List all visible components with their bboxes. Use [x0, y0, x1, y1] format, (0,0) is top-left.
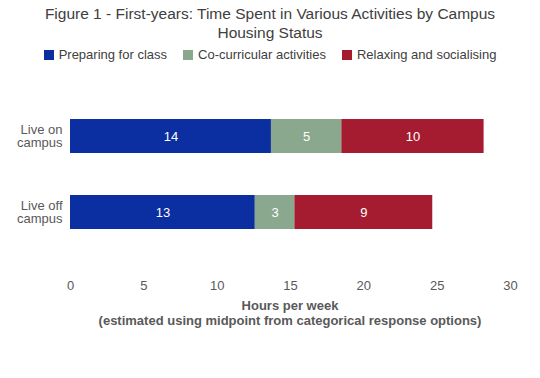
svg-text:25: 25: [430, 278, 444, 293]
svg-text:5: 5: [303, 129, 310, 144]
svg-text:3: 3: [271, 205, 278, 220]
html-text:Figure 1 - First-years: Time S: Figure 1 - First-years: Time Spent in Va…: [44, 5, 496, 41]
svg-text:9: 9: [360, 205, 367, 220]
svg-text:30: 30: [503, 278, 517, 293]
svg-text:0: 0: [67, 278, 74, 293]
svg-text:20: 20: [357, 278, 371, 293]
html-text:Preparing for class: Preparing for class: [58, 47, 167, 62]
svg-text:14: 14: [164, 129, 178, 144]
html-text:Relaxing and socialising: Relaxing and socialising: [356, 47, 497, 62]
svg-text:10: 10: [406, 129, 420, 144]
html-text:Co-curricular activities: Co-curricular activities: [198, 47, 326, 62]
svg-text:Live offcampus: Live offcampus: [17, 198, 63, 226]
svg-text:5: 5: [140, 278, 147, 293]
svg-text:13: 13: [156, 205, 170, 220]
svg-text:15: 15: [283, 278, 297, 293]
html-text:Hours per week (estimated usin: Hours per week (estimated using midpoint…: [98, 298, 482, 328]
svg-text:10: 10: [210, 278, 224, 293]
svg-text:Live oncampus: Live oncampus: [17, 122, 63, 150]
